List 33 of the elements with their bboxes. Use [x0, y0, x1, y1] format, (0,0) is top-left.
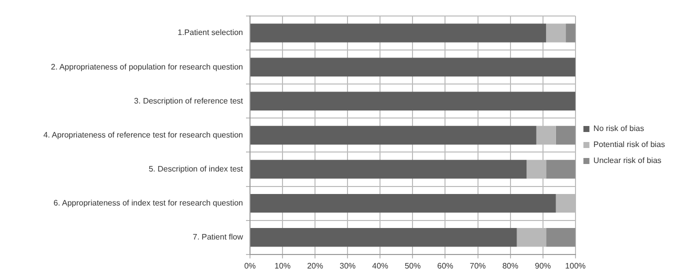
x-tick-label: 40% — [372, 261, 388, 270]
legend-label: No risk of bias — [593, 124, 644, 134]
x-tick-label: 30% — [340, 261, 356, 270]
x-tick-label: 50% — [404, 261, 421, 270]
y-tick-label: 2. Appropriateness of population for research question — [50, 62, 243, 72]
bar — [546, 24, 566, 42]
x-tick-label: 0% — [244, 261, 256, 270]
bar — [250, 58, 576, 76]
bar — [250, 92, 576, 111]
bar — [250, 228, 517, 247]
x-tick-label: 20% — [307, 261, 324, 270]
x-tick-label: 80% — [502, 261, 518, 270]
y-tick-label: 4. Apropriateness of reference test for research question — [43, 130, 243, 140]
y-tick-label: 1.Patient selection — [178, 28, 243, 38]
bar — [250, 24, 546, 42]
bar — [556, 126, 576, 145]
y-tick-label: 7. Patient flow — [192, 232, 244, 242]
y-tick-label: 5. Description of index test — [148, 164, 244, 174]
x-tick-label: 100% — [565, 261, 586, 270]
bar — [250, 126, 536, 145]
x-tick-label: 70% — [470, 261, 486, 270]
bar — [250, 160, 527, 179]
y-tick-label: 3. Description of reference test — [134, 96, 244, 106]
x-tick-label: 90% — [534, 261, 551, 270]
y-tick-label: 6. Appropriateness of index test for research question — [54, 198, 243, 208]
x-tick-label: 10% — [274, 261, 291, 270]
bar — [546, 228, 576, 247]
legend-label: Unclear risk of bias — [593, 156, 662, 166]
legend-label: Potential risk of bias — [593, 140, 666, 150]
x-tick-label: 60% — [437, 261, 454, 270]
bar — [546, 160, 576, 179]
bar — [566, 24, 576, 42]
bar — [250, 194, 556, 213]
